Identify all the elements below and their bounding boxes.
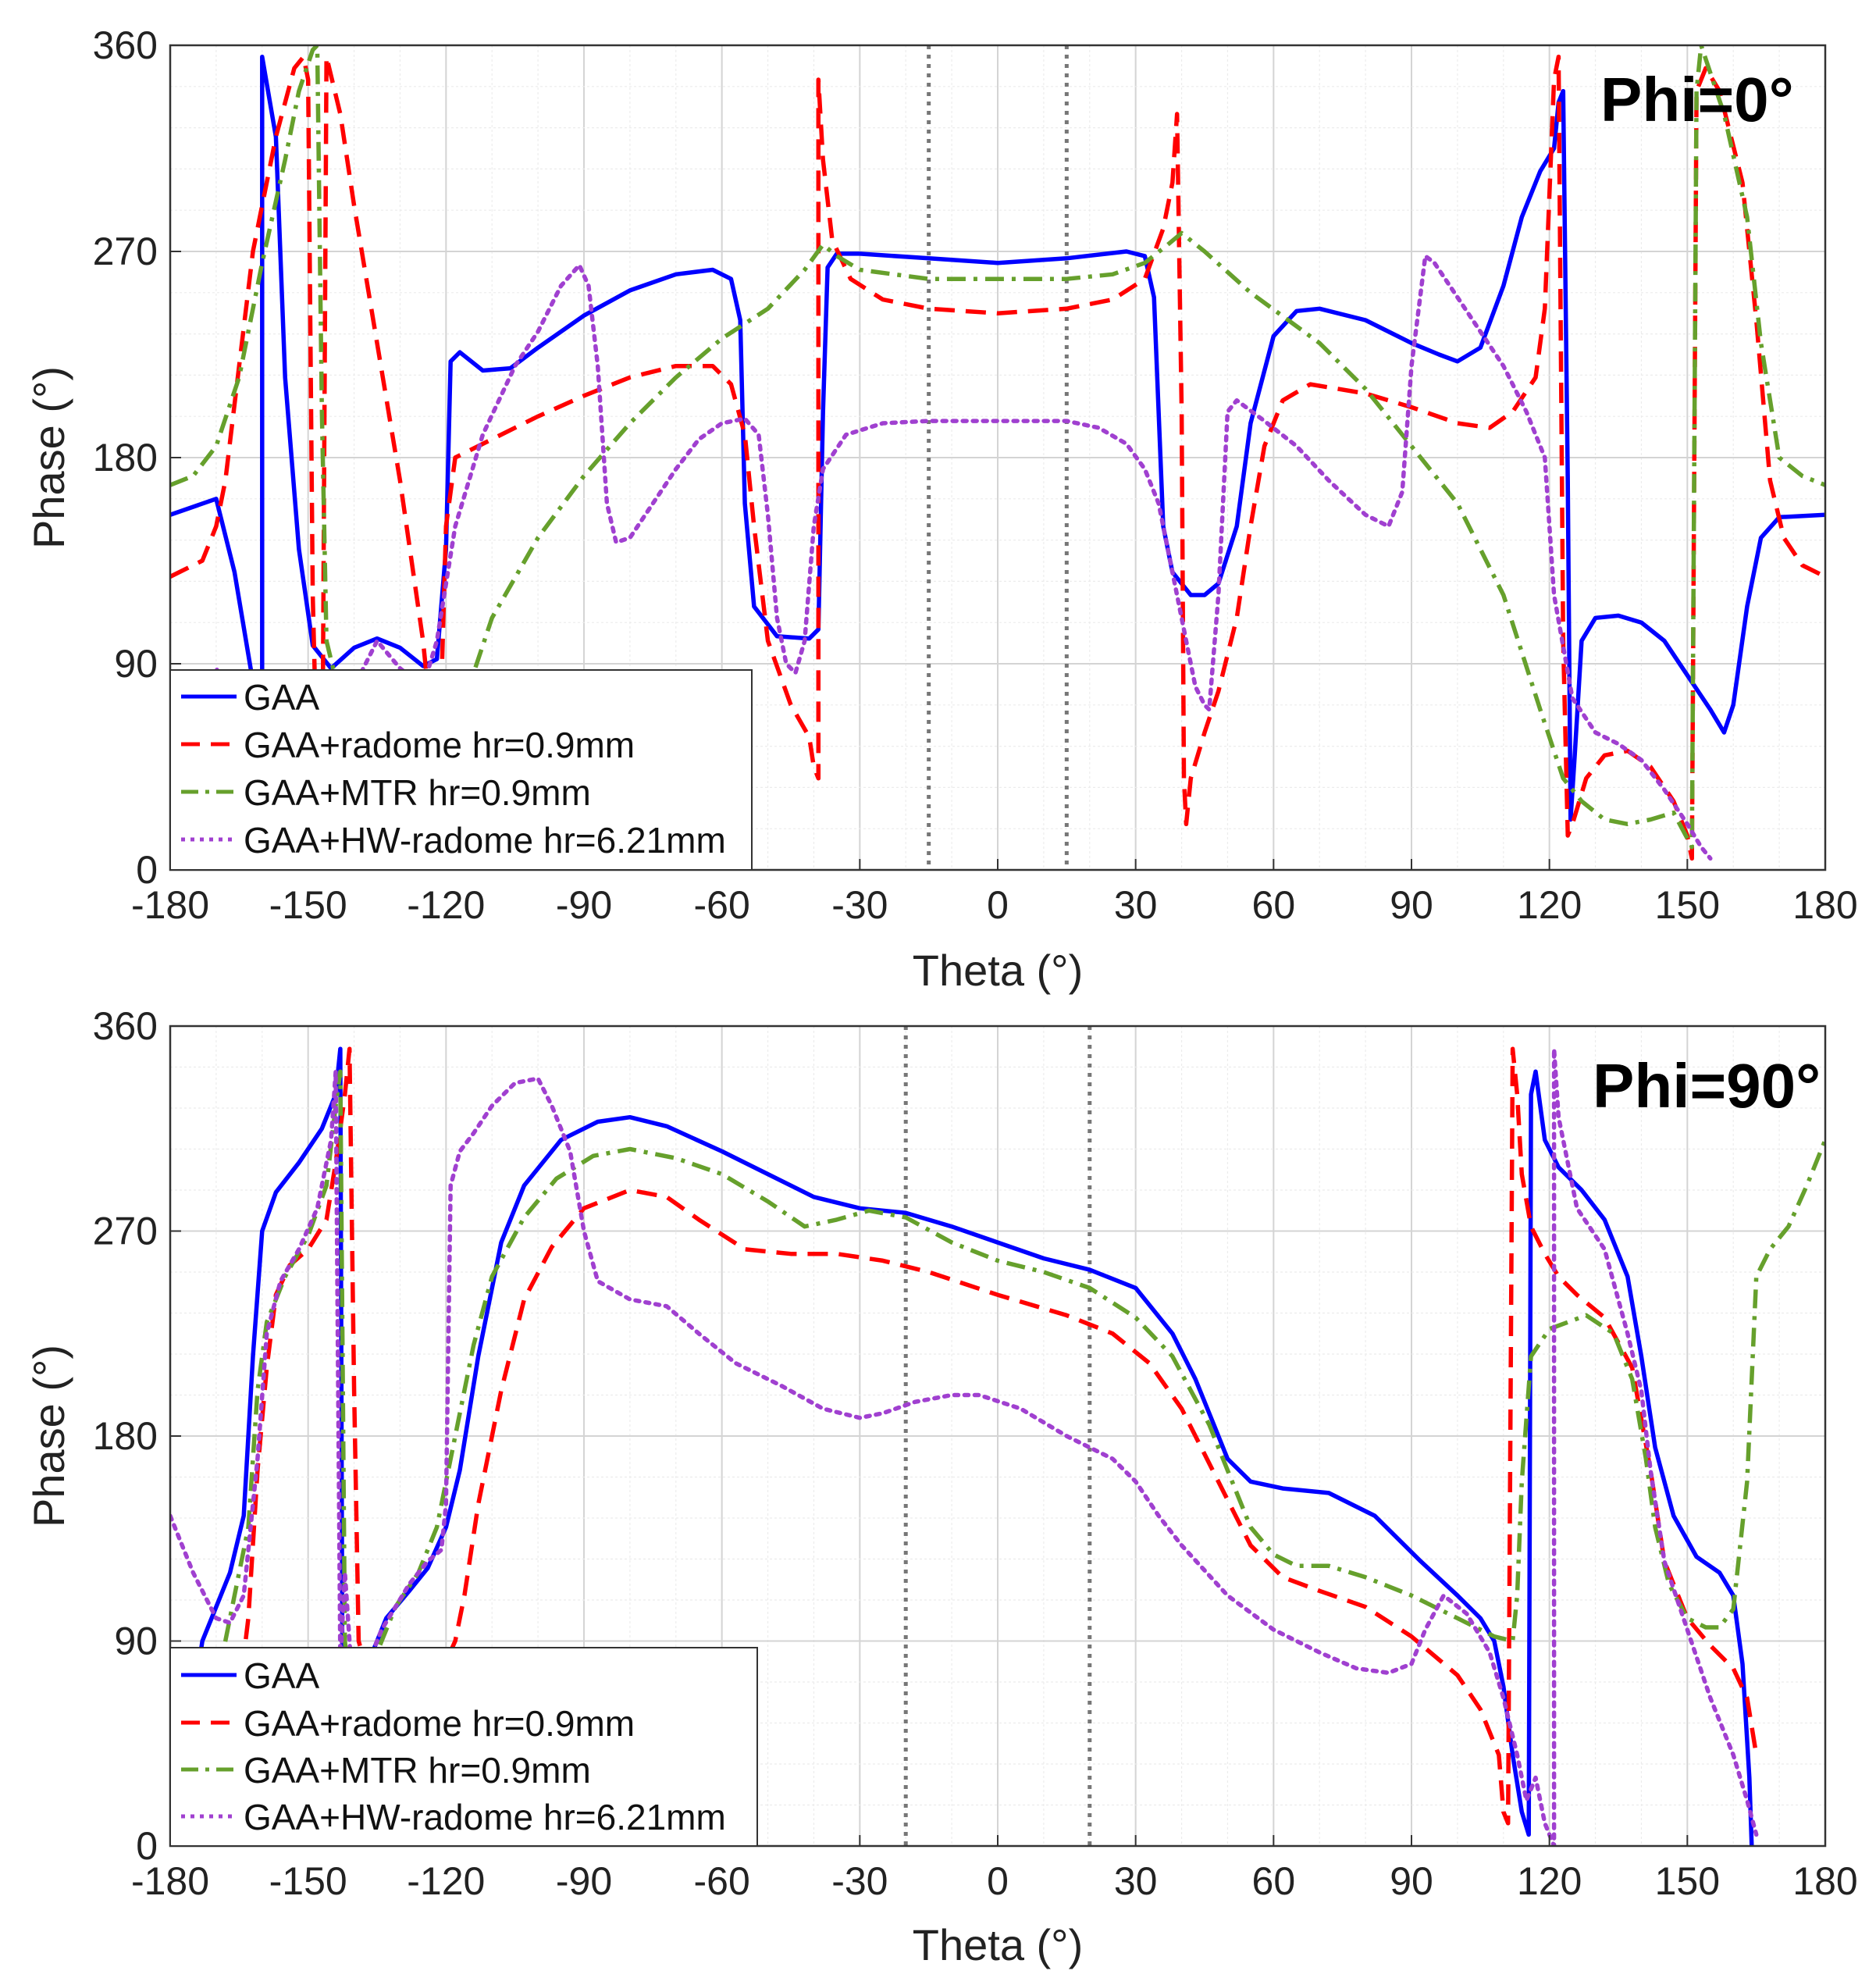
y-tick-label: 90 [114,1620,158,1663]
legend-box-phi0 [169,669,753,871]
legend-entry-radome-phi0: GAA+radome hr=0.9mm [181,725,635,765]
y-tick-label: 90 [114,642,158,686]
x-tick-label: 180 [1792,1859,1857,1903]
legend-entry-gaa-phi0: GAA [181,677,319,718]
y-axis-label-phi90: Phase (°) [24,1345,73,1527]
legend-phi0: GAA GAA+radome hr=0.9mm GAA+MTR hr=0.9mm… [169,669,753,871]
x-tick-label: -60 [694,883,750,927]
legend-label-mtr: GAA+MTR hr=0.9mm [244,1750,591,1791]
y-tick-label: 0 [136,1824,158,1868]
x-tick-label: -90 [556,883,612,927]
series-line-mtr [205,1069,1825,1755]
legend-label-gaa: GAA [244,1655,319,1696]
x-tick-label: 60 [1252,883,1296,927]
y-tick-label: 360 [93,23,158,67]
y-ticks-phi0: 0 90 180 270 360 [93,23,181,892]
x-tick-label: 150 [1655,883,1720,927]
y-tick-label: 0 [136,848,158,892]
chart-panel-phi90: 0 90 180 270 360 -180 -150 -120 -90 -60 -30 0 30 60 9… [24,1004,1858,1969]
x-tick-label: 120 [1517,883,1582,927]
x-tick-label: 0 [987,883,1009,927]
y-tick-label: 180 [93,1414,158,1458]
x-tick-label: -120 [407,1859,485,1903]
legend-entry-hw-phi0: GAA+HW-radome hr=6.21mm [181,820,726,861]
x-tick-label: -60 [694,1859,750,1903]
legend-entry-mtr-phi0: GAA+MTR hr=0.9mm [181,772,591,813]
series-line-radome [232,1046,1759,1826]
x-tick-label: -150 [269,883,347,927]
legend-label-mtr: GAA+MTR hr=0.9mm [244,772,591,813]
series-phi90 [170,1046,1825,1846]
legend-box-phi90 [169,1647,758,1847]
x-tick-label: 90 [1390,883,1433,927]
legend-label-hw: GAA+HW-radome hr=6.21mm [244,1797,726,1837]
x-ticks-phi90: -180 -150 -120 -90 -60 -30 0 30 60 90 120 150 180 [131,1835,1858,1903]
x-axis-label-phi90: Theta (°) [913,1920,1083,1969]
x-ticks-phi0: -180 -150 -120 -90 -60 -30 0 30 60 90 120 150 180 [131,859,1858,927]
y-tick-label: 270 [93,230,158,273]
x-tick-label: -150 [269,1859,347,1903]
x-tick-label: -180 [131,1859,209,1903]
y-axis-label-phi0: Phase (°) [24,366,73,549]
legend-entry-radome-phi90: GAA+radome hr=0.9mm [181,1703,635,1744]
x-tick-label: -90 [556,1859,612,1903]
x-tick-label: 150 [1655,1859,1720,1903]
y-tick-label: 360 [93,1004,158,1048]
series-line-hw [170,254,1713,861]
legend-entry-mtr-phi90: GAA+MTR hr=0.9mm [181,1750,591,1791]
legend-label-hw: GAA+HW-radome hr=6.21mm [244,820,726,861]
x-tick-label: -180 [131,883,209,927]
series-line-mtr [170,45,1825,850]
x-tick-label: 0 [987,1859,1009,1903]
legend-entry-gaa-phi90: GAA [181,1655,319,1696]
chart-title-phi0: Phi=0° [1600,65,1794,134]
x-tick-label: 30 [1114,1859,1158,1903]
y-tick-label: 270 [93,1210,158,1253]
x-tick-label: 90 [1390,1859,1433,1903]
legend-label-radome: GAA+radome hr=0.9mm [244,725,635,765]
x-tick-label: 60 [1252,1859,1296,1903]
x-axis-label-phi0: Theta (°) [913,946,1083,995]
legend-label-gaa: GAA [244,677,319,718]
legend-label-radome: GAA+radome hr=0.9mm [244,1703,635,1744]
x-tick-label: 120 [1517,1859,1582,1903]
x-tick-label: -120 [407,883,485,927]
series-line-radome [170,54,1825,870]
x-tick-label: 180 [1792,883,1857,927]
series-line-gaa [170,54,1825,822]
series-phi0 [170,45,1825,870]
series-line-gaa [170,1046,1754,1846]
markers-phi0 [927,45,1069,870]
y-ticks-phi90: 0 90 180 270 360 [93,1004,181,1868]
x-tick-label: 30 [1114,883,1158,927]
x-tick-label: -30 [831,1859,888,1903]
legend-entry-hw-phi90: GAA+HW-radome hr=6.21mm [181,1797,726,1837]
legend-phi90: GAA GAA+radome hr=0.9mm GAA+MTR hr=0.9mm… [169,1647,758,1847]
chart-title-phi90: Phi=90° [1593,1051,1821,1121]
x-tick-label: -30 [831,883,888,927]
y-tick-label: 180 [93,436,158,479]
chart-panel-phi0: 0 90 180 270 360 -180 -150 -120 -90 -60 -30 0 30 60 9… [24,23,1858,995]
